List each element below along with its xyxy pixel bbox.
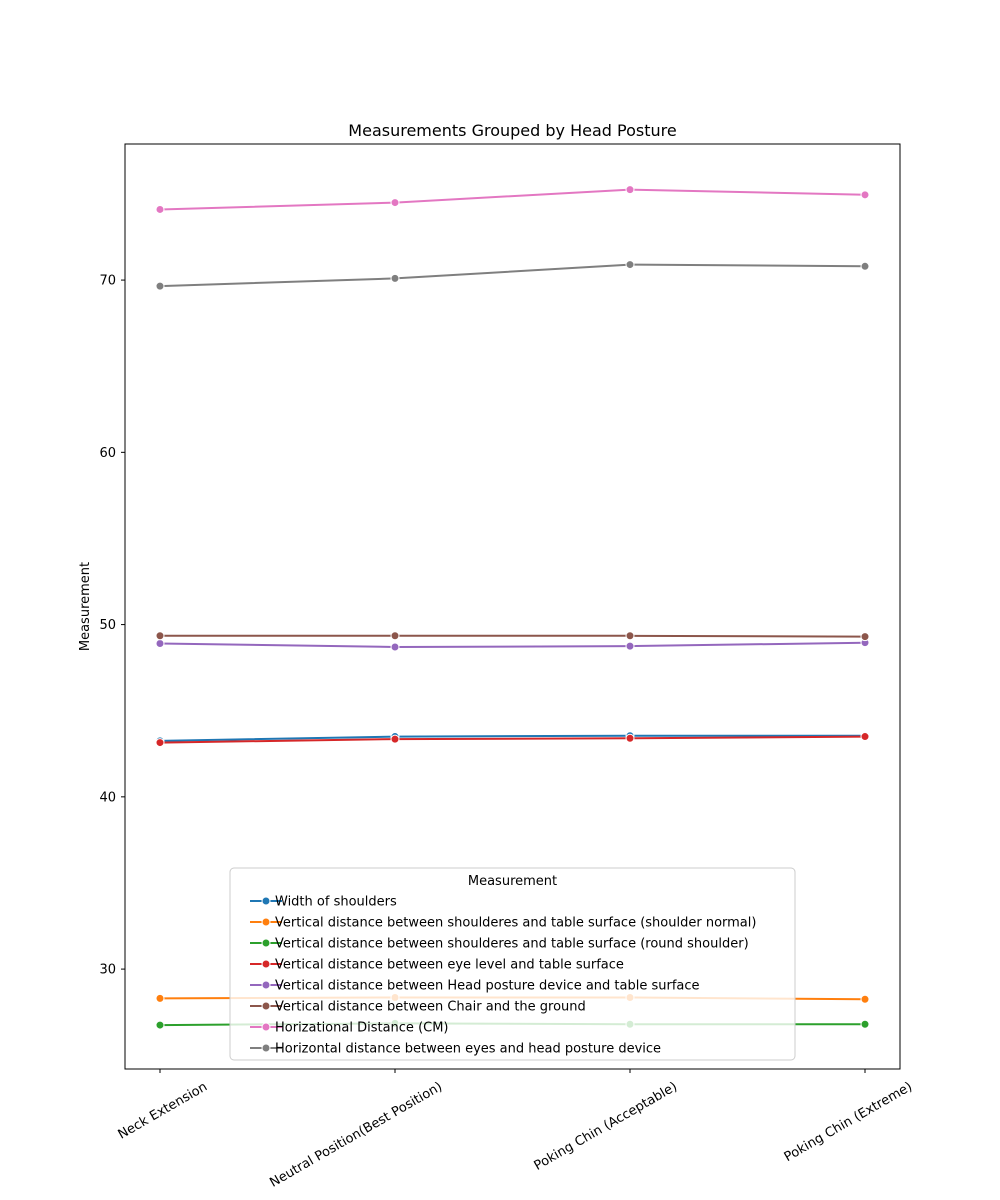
- legend-entry: Horizational Distance (CM): [250, 1021, 449, 1036]
- y-tick-label: 50: [99, 618, 116, 633]
- data-point: [625, 185, 635, 195]
- legend-entry: Vertical distance between shoulderes and…: [250, 937, 749, 952]
- legend-label: Vertical distance between Head posture d…: [275, 979, 700, 994]
- legend-marker: [261, 959, 271, 969]
- data-point: [860, 632, 870, 642]
- legend-label: Vertical distance between eye level and …: [275, 958, 624, 973]
- legend-entry: Vertical distance between Head posture d…: [250, 979, 700, 994]
- data-point: [155, 1020, 165, 1030]
- y-axis-label: Measurement: [78, 562, 93, 651]
- data-point: [860, 261, 870, 271]
- data-point: [625, 733, 635, 743]
- series-line: [159, 641, 866, 649]
- data-point: [860, 994, 870, 1004]
- legend-items: Width of shoulders Vertical distance betw…: [250, 895, 756, 1057]
- y-tick-label: 60: [99, 446, 116, 461]
- y-tick-label: 70: [99, 274, 116, 289]
- series-line: [159, 188, 866, 211]
- legend-label: Horizational Distance (CM): [275, 1021, 449, 1036]
- data-point: [155, 993, 165, 1003]
- legend-label: Width of shoulders: [275, 895, 397, 910]
- legend-label: Vertical distance between Chair and the …: [275, 1000, 586, 1015]
- data-point: [390, 734, 400, 744]
- data-point: [390, 642, 400, 652]
- series-line: [159, 735, 866, 744]
- legend-entry: Horizontal distance between eyes and hea…: [250, 1042, 661, 1057]
- data-point: [390, 631, 400, 641]
- legend-marker: [261, 1043, 271, 1053]
- chart-title: Measurements Grouped by Head Posture: [348, 121, 676, 140]
- legend-title: Measurement: [468, 874, 557, 889]
- data-point: [155, 738, 165, 748]
- data-point: [625, 260, 635, 270]
- data-point: [860, 1019, 870, 1029]
- legend-marker: [261, 1001, 271, 1011]
- series-line: [159, 263, 866, 288]
- legend-label: Vertical distance between shoulderes and…: [275, 916, 756, 931]
- series-8: [155, 260, 870, 291]
- series-line: [159, 734, 865, 742]
- legend-entry: Width of shoulders: [250, 895, 397, 910]
- legend-marker: [261, 938, 271, 948]
- legend-marker: [261, 1022, 271, 1032]
- data-point: [860, 190, 870, 200]
- data-point: [625, 631, 635, 641]
- data-point: [625, 641, 635, 651]
- data-point: [390, 198, 400, 208]
- legend-entry: Vertical distance between eye level and …: [250, 958, 624, 973]
- y-tick-label: 30: [99, 963, 116, 978]
- y-axis: 30 40 50 60 70: [99, 274, 125, 978]
- legend-box: [229, 867, 796, 1061]
- legend-marker: [261, 896, 271, 906]
- legend-marker: [261, 917, 271, 927]
- data-point: [155, 204, 165, 214]
- legend-entry: Vertical distance between shoulderes and…: [250, 916, 756, 931]
- legend-marker: [261, 980, 271, 990]
- legend-label: Horizontal distance between eyes and hea…: [275, 1042, 661, 1057]
- data-point: [390, 273, 400, 283]
- y-tick-label: 40: [99, 790, 116, 805]
- series-4: [155, 732, 870, 748]
- legend-label: Vertical distance between shoulderes and…: [275, 937, 749, 952]
- data-point: [155, 281, 165, 291]
- data-point: [155, 639, 165, 649]
- series-line: [160, 634, 866, 638]
- series-6: [155, 631, 870, 642]
- data-point: [155, 631, 165, 641]
- plot-frame: [124, 143, 901, 1070]
- series-7: [155, 185, 870, 214]
- legend-entry: Vertical distance between Chair and the …: [250, 1000, 586, 1015]
- legend: Measurement Width of shoulders Vertical d…: [229, 867, 796, 1061]
- data-point: [860, 732, 870, 742]
